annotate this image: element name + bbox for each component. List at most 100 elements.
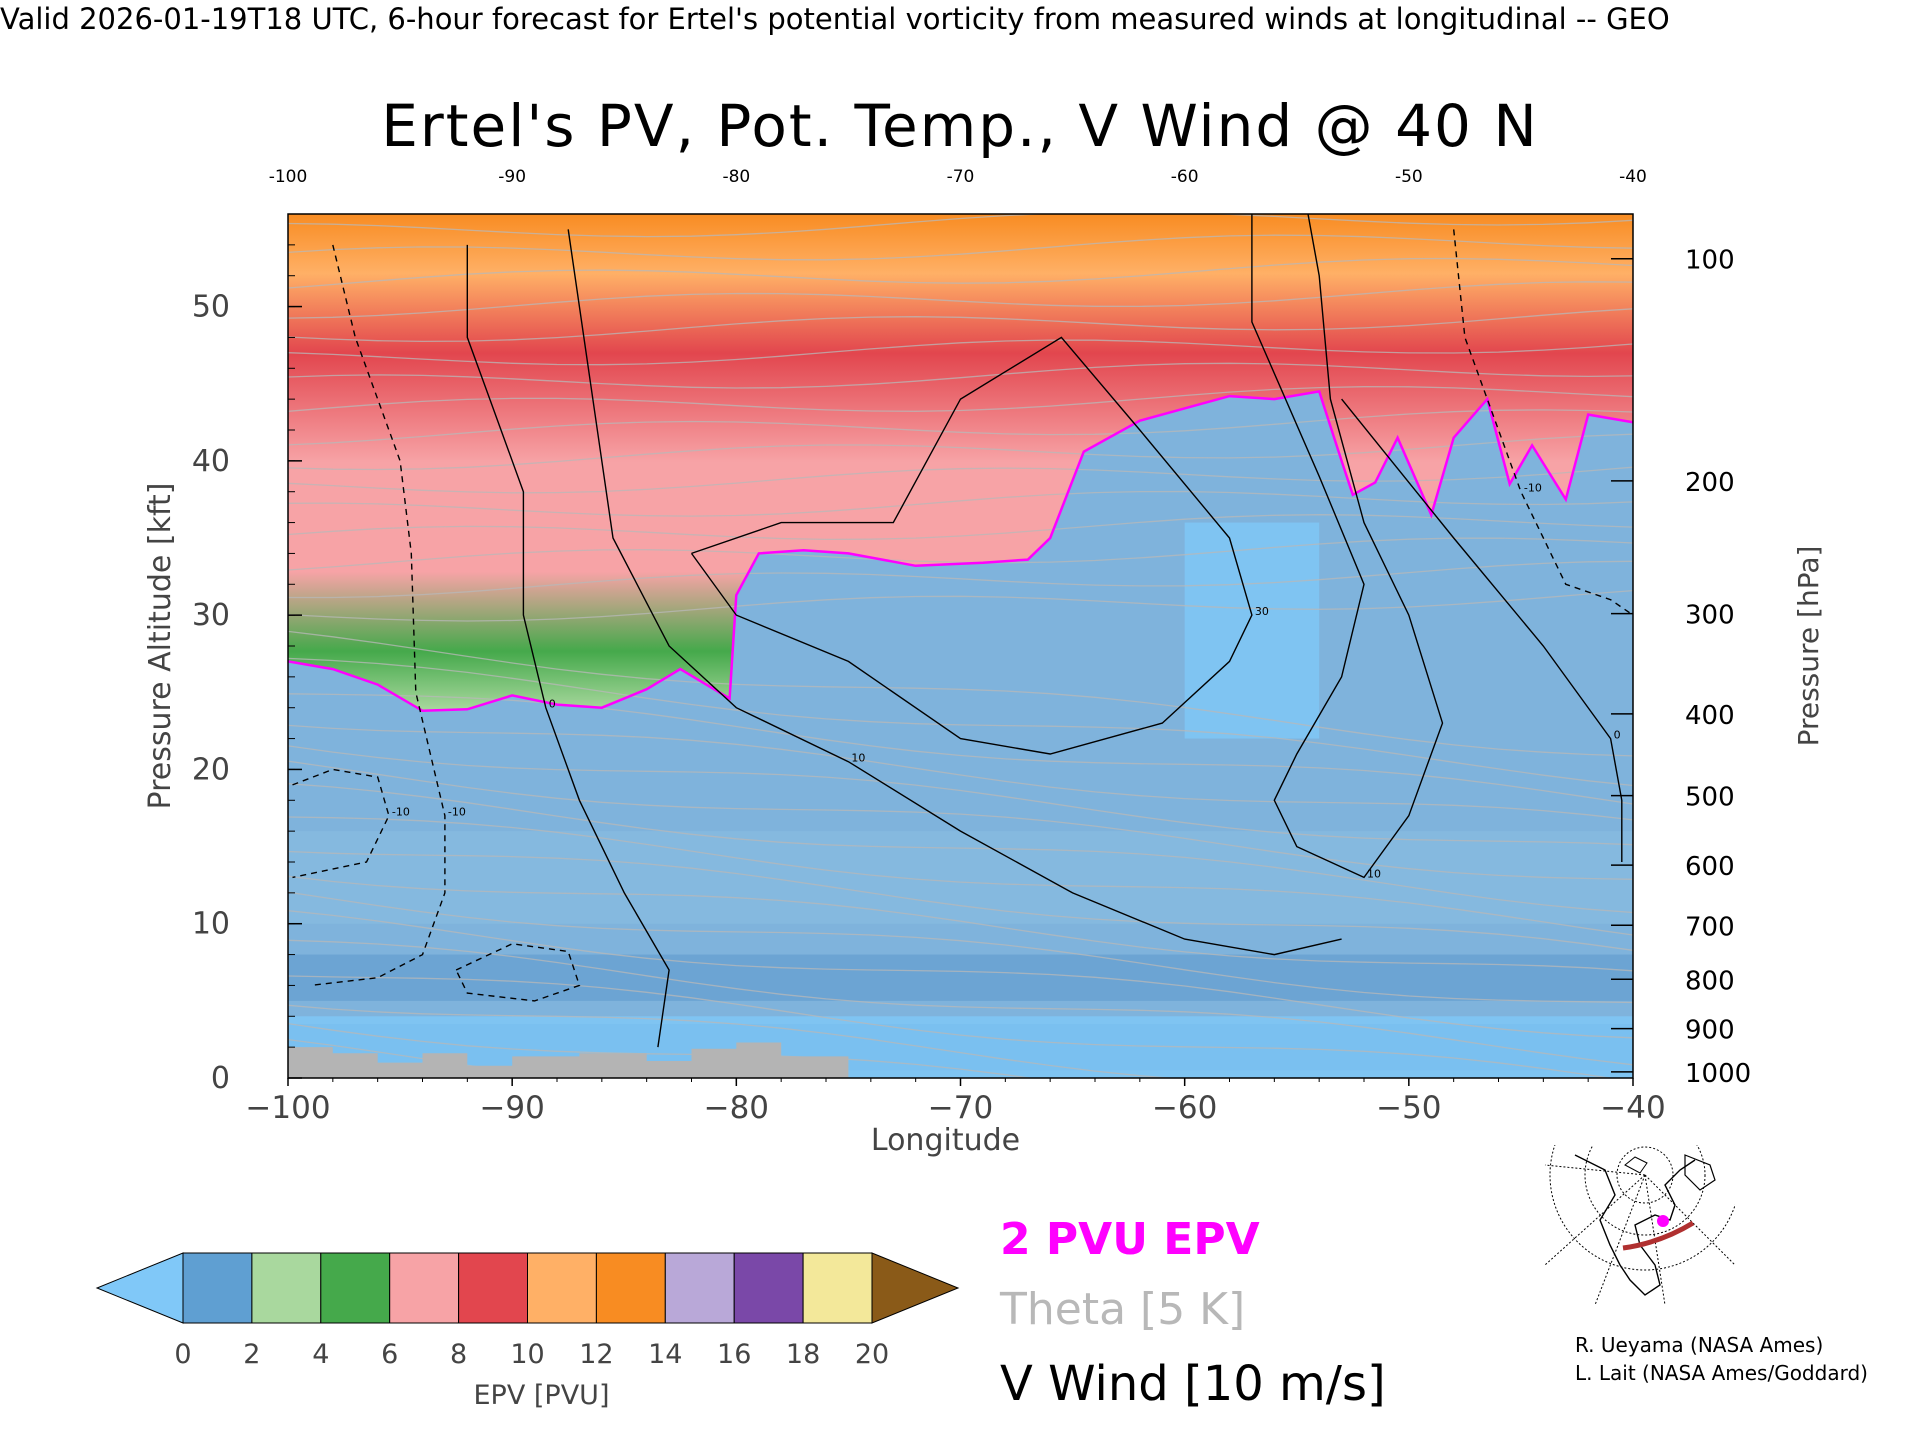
colorbar-swatch	[458, 1252, 529, 1324]
vwind-contour	[1453, 229, 1633, 616]
colorbar-tick-label: 4	[312, 1339, 329, 1370]
top-tick-label: -40	[1619, 167, 1647, 187]
colorbar-tick-label: 20	[855, 1339, 889, 1370]
theta-contour	[288, 386, 1633, 412]
colorbar-swatch	[527, 1252, 597, 1324]
theta-contour	[288, 693, 1633, 805]
vwind-contour-label: 10	[1367, 867, 1381, 880]
colorbar-swatch	[802, 1252, 873, 1324]
x-tick-label: −100	[245, 1090, 330, 1126]
x-tick-label: −70	[928, 1090, 993, 1126]
top-tick-label: -60	[1171, 167, 1199, 187]
top-tick-label: -70	[947, 167, 975, 187]
pressure-axis-label: Pressure [hPa]	[1792, 546, 1825, 747]
theta-contour	[288, 1004, 1176, 1078]
stratosphere-fill	[288, 214, 1633, 711]
theta-contour	[288, 589, 1633, 622]
vwind-contour	[455, 943, 581, 1002]
colorbar-tick-label: 16	[717, 1339, 751, 1370]
pv-2pvu-contour	[288, 389, 1633, 713]
colorbar-low-arrow	[95, 1252, 184, 1324]
legend-vwind: V Wind [10 m/s]	[1000, 1356, 1386, 1412]
low-pv-column	[1184, 522, 1320, 739]
pressure-tick-label: 600	[1685, 852, 1735, 882]
credit-line-2: L. Lait (NASA Ames/Goddard)	[1575, 1361, 1868, 1385]
pressure-tick-label: 100	[1685, 246, 1735, 276]
theta-contour	[288, 816, 1633, 936]
theta-contour	[288, 850, 1633, 951]
theta-contour	[288, 537, 1633, 571]
theta-contour	[288, 234, 1633, 261]
y-tick-label: 0	[211, 1061, 230, 1096]
x-tick-label: −90	[479, 1090, 544, 1126]
pressure-tick-label: 700	[1685, 912, 1735, 942]
vwind-contour-label: -10	[392, 806, 410, 819]
colorbar-swatch	[251, 1252, 322, 1324]
theta-contour	[288, 409, 1633, 446]
theta-contour	[288, 281, 1633, 319]
vwind-contour-label: 0	[549, 698, 556, 711]
valid-time-line: Valid 2026-01-19T18 UTC, 6-hour forecast…	[0, 2, 1670, 36]
theta-contour	[288, 490, 1633, 517]
theta-contour	[288, 875, 1633, 972]
y-tick-label: 10	[192, 907, 230, 942]
theta-contour	[288, 1022, 1034, 1078]
colorbar-swatch	[664, 1252, 735, 1324]
vwind-contour	[310, 244, 446, 987]
y-axis-label: Pressure Altitude [kft]	[143, 483, 178, 810]
vwind-contour	[567, 229, 1342, 956]
colorbar-label: EPV [PVU]	[474, 1380, 610, 1411]
colorbar-swatch	[320, 1252, 391, 1324]
top-tick-label: -90	[498, 167, 526, 187]
theta-contour	[288, 760, 1633, 880]
x-tick-label: −80	[704, 1090, 769, 1126]
colorbar-swatch	[182, 1252, 253, 1324]
theta-contour	[288, 975, 1614, 1078]
terrain	[288, 1042, 849, 1078]
theta-contour	[288, 724, 1633, 821]
pressure-tick-label: 800	[1685, 966, 1735, 996]
theta-contour	[288, 308, 1633, 343]
chart-title: Ertel's PV, Pot. Temp., V Wind @ 40 N	[381, 92, 1539, 160]
vwind-contour	[1251, 214, 1444, 879]
theta-contour	[288, 185, 1633, 213]
vwind-contour-label: 10	[851, 752, 865, 765]
x-tick-label: −50	[1376, 1090, 1441, 1126]
x-axis-label: Longitude	[871, 1123, 1020, 1158]
colorbar-high-arrow	[871, 1252, 960, 1324]
vwind-contour-label: -10	[1524, 482, 1542, 495]
colorbar-swatch	[389, 1252, 460, 1324]
colorbar-tick-label: 8	[450, 1339, 467, 1370]
theta-contour	[288, 214, 1633, 238]
troposphere-band	[288, 954, 1633, 1001]
colorbar-tick-label: 18	[786, 1339, 820, 1370]
y-tick-label: 20	[192, 752, 230, 787]
vwind-contour	[292, 768, 390, 879]
theta-contour	[288, 745, 1633, 846]
vwind-contour	[1341, 398, 1623, 862]
colorbar-tick-label: 14	[648, 1339, 682, 1370]
theta-contour	[288, 514, 1633, 541]
colorbar-tick-label: 0	[174, 1339, 191, 1370]
theta-contour	[288, 630, 1633, 757]
pressure-tick-label: 300	[1685, 601, 1735, 631]
pressure-tick-label: 200	[1685, 468, 1735, 498]
vwind-contour-label: 30	[1255, 605, 1269, 618]
y-tick-label: 40	[192, 444, 230, 479]
top-tick-label: -80	[722, 167, 750, 187]
y-tick-label: 50	[192, 290, 230, 325]
pressure-tick-label: 900	[1685, 1016, 1735, 1046]
north-america-polar-map	[1544, 1145, 1735, 1305]
top-tick-label: -100	[269, 167, 308, 187]
theta-contour	[288, 891, 1633, 1004]
colorbar-swatch	[733, 1252, 804, 1324]
colorbar-tick-label: 6	[381, 1339, 398, 1370]
theta-contour	[288, 362, 1633, 389]
theta-contour	[288, 657, 1633, 787]
legend-theta: Theta [5 K]	[1000, 1284, 1246, 1335]
pressure-tick-label: 400	[1685, 701, 1735, 731]
theta-contour	[288, 910, 1633, 1039]
pressure-tick-label: 500	[1685, 783, 1735, 813]
troposphere-band	[288, 831, 1633, 924]
